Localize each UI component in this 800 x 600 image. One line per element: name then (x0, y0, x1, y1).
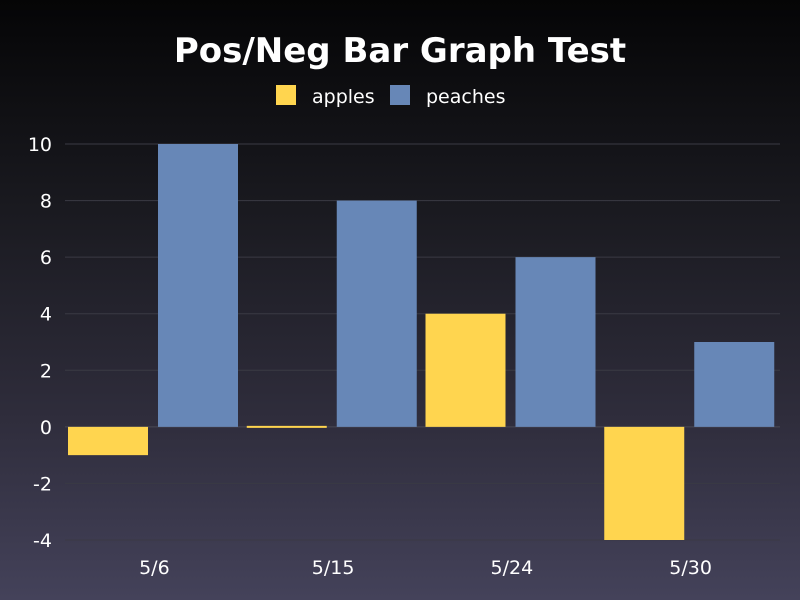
y-tick-label: -4 (33, 530, 52, 552)
x-tick-label: 5/15 (312, 557, 355, 579)
y-tick-label: 4 (40, 304, 52, 326)
bar-apples-5-24 (425, 313, 506, 427)
x-tick-label: 5/6 (139, 557, 170, 579)
legend-label-apples: apples (312, 86, 375, 108)
y-tick-label: 8 (40, 191, 52, 213)
y-axis-ticks: 10 8 6 4 2 0 -2 -4 (28, 134, 52, 552)
x-tick-label: 5/30 (669, 557, 712, 579)
bar-apples-5-6 (68, 426, 148, 456)
y-tick-label: 0 (40, 417, 52, 439)
legend-label-peaches: peaches (426, 86, 505, 108)
bar-peaches-5-15 (336, 200, 417, 427)
y-tick-label: 2 (40, 360, 52, 382)
legend-swatch-apples (276, 85, 296, 105)
chart-title: Pos/Neg Bar Graph Test (174, 31, 626, 71)
legend-swatch-peaches (390, 85, 410, 105)
bar-apples-5-15 (246, 425, 327, 428)
bar-peaches-5-24 (515, 257, 596, 427)
bar-peaches-5-6 (158, 144, 238, 427)
bars (68, 144, 775, 540)
legend: apples peaches (276, 85, 505, 108)
bar-apples-5-30 (604, 426, 685, 540)
x-axis-ticks: 5/6 5/15 5/24 5/30 (139, 557, 712, 579)
y-tick-label: 10 (28, 134, 52, 156)
y-tick-label: -2 (33, 473, 52, 495)
bar-peaches-5-30 (694, 342, 775, 427)
y-tick-label: 6 (40, 247, 52, 269)
x-tick-label: 5/24 (491, 557, 534, 579)
